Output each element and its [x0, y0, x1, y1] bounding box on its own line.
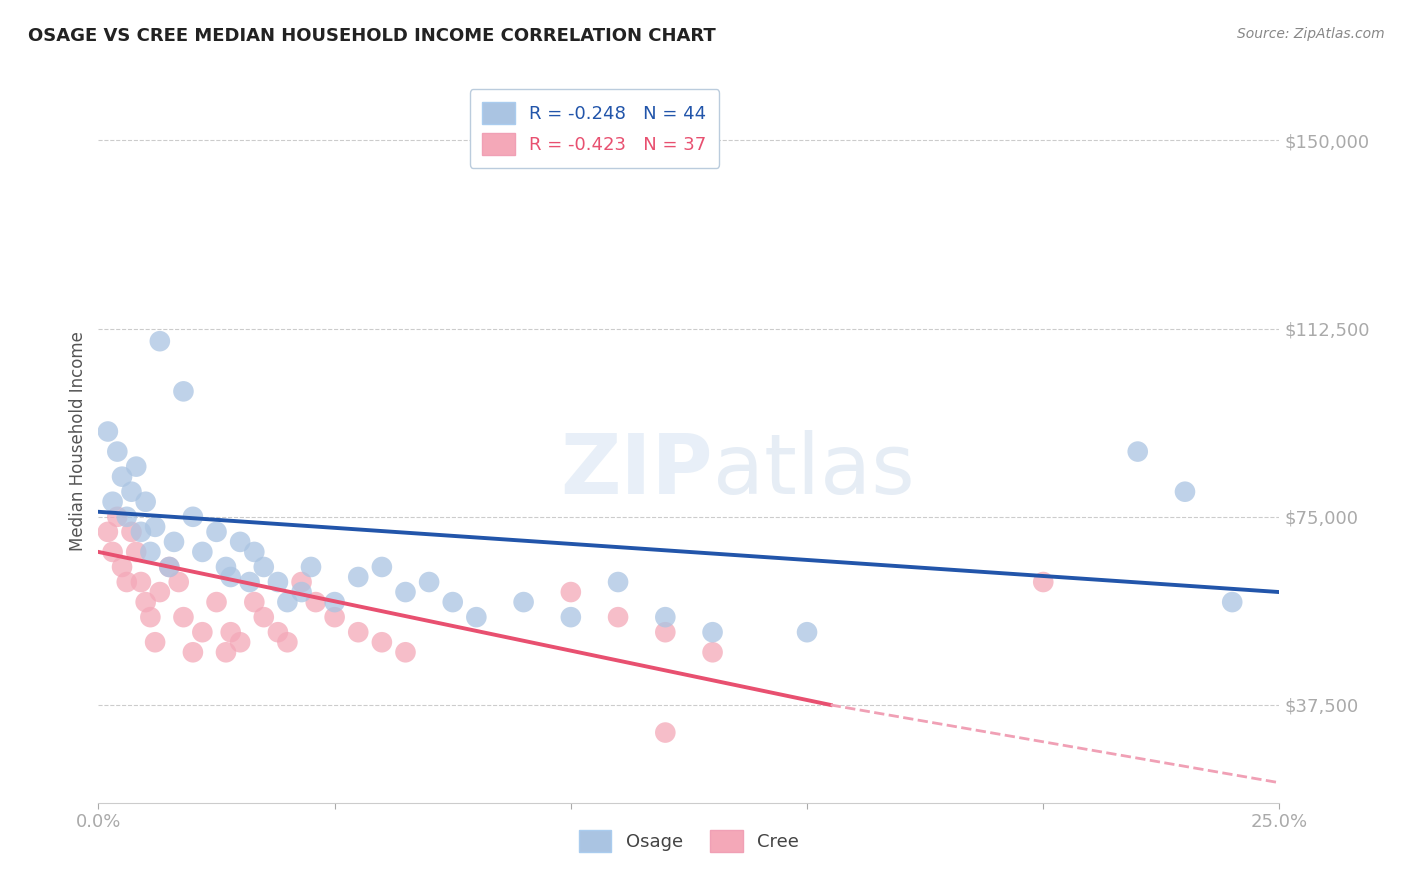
Point	[290, 585, 312, 599]
Point	[702, 625, 724, 640]
Point	[101, 494, 124, 508]
Point	[1220, 595, 1243, 609]
Point	[181, 509, 204, 524]
Point	[191, 625, 214, 640]
Point	[139, 610, 162, 624]
Point	[121, 484, 143, 499]
Point	[125, 545, 148, 559]
Point	[323, 610, 346, 624]
Point	[702, 645, 724, 659]
Text: atlas: atlas	[713, 430, 914, 511]
Point	[465, 610, 488, 624]
Point	[276, 595, 298, 609]
Point	[181, 645, 204, 659]
Point	[121, 524, 143, 539]
Point	[267, 574, 290, 589]
Point	[560, 585, 582, 599]
Legend: Osage, Cree: Osage, Cree	[572, 822, 806, 859]
Point	[149, 585, 172, 599]
Point	[205, 595, 228, 609]
Point	[163, 534, 186, 549]
Point	[243, 595, 266, 609]
Point	[139, 545, 162, 559]
Point	[371, 560, 394, 574]
Point	[654, 610, 676, 624]
Point	[243, 545, 266, 559]
Point	[143, 520, 166, 534]
Point	[129, 574, 152, 589]
Point	[560, 610, 582, 624]
Point	[135, 494, 157, 508]
Point	[115, 509, 138, 524]
Point	[418, 574, 440, 589]
Point	[796, 625, 818, 640]
Point	[215, 645, 238, 659]
Point	[290, 574, 312, 589]
Point	[219, 570, 242, 584]
Point	[371, 635, 394, 649]
Point	[607, 574, 630, 589]
Point	[115, 574, 138, 589]
Point	[172, 610, 194, 624]
Point	[654, 625, 676, 640]
Point	[394, 585, 416, 599]
Point	[253, 610, 276, 624]
Point	[191, 545, 214, 559]
Point	[167, 574, 190, 589]
Y-axis label: Median Household Income: Median Household Income	[69, 332, 87, 551]
Point	[323, 595, 346, 609]
Point	[111, 560, 134, 574]
Point	[205, 524, 228, 539]
Point	[219, 625, 242, 640]
Point	[305, 595, 328, 609]
Text: ZIP: ZIP	[560, 430, 713, 511]
Point	[129, 524, 152, 539]
Point	[253, 560, 276, 574]
Point	[394, 645, 416, 659]
Point	[101, 545, 124, 559]
Text: OSAGE VS CREE MEDIAN HOUSEHOLD INCOME CORRELATION CHART: OSAGE VS CREE MEDIAN HOUSEHOLD INCOME CO…	[28, 27, 716, 45]
Point	[276, 635, 298, 649]
Point	[347, 570, 370, 584]
Point	[111, 469, 134, 483]
Point	[157, 560, 180, 574]
Point	[239, 574, 262, 589]
Point	[347, 625, 370, 640]
Point	[105, 509, 128, 524]
Text: Source: ZipAtlas.com: Source: ZipAtlas.com	[1237, 27, 1385, 41]
Point	[125, 459, 148, 474]
Point	[135, 595, 157, 609]
Point	[105, 444, 128, 458]
Point	[149, 334, 172, 348]
Point	[607, 610, 630, 624]
Point	[229, 635, 252, 649]
Point	[512, 595, 534, 609]
Point	[299, 560, 322, 574]
Point	[654, 725, 676, 739]
Point	[267, 625, 290, 640]
Point	[1126, 444, 1149, 458]
Point	[157, 560, 180, 574]
Point	[215, 560, 238, 574]
Point	[97, 524, 120, 539]
Point	[172, 384, 194, 399]
Point	[229, 534, 252, 549]
Point	[97, 425, 120, 439]
Point	[1174, 484, 1197, 499]
Point	[143, 635, 166, 649]
Point	[1032, 574, 1054, 589]
Point	[441, 595, 464, 609]
